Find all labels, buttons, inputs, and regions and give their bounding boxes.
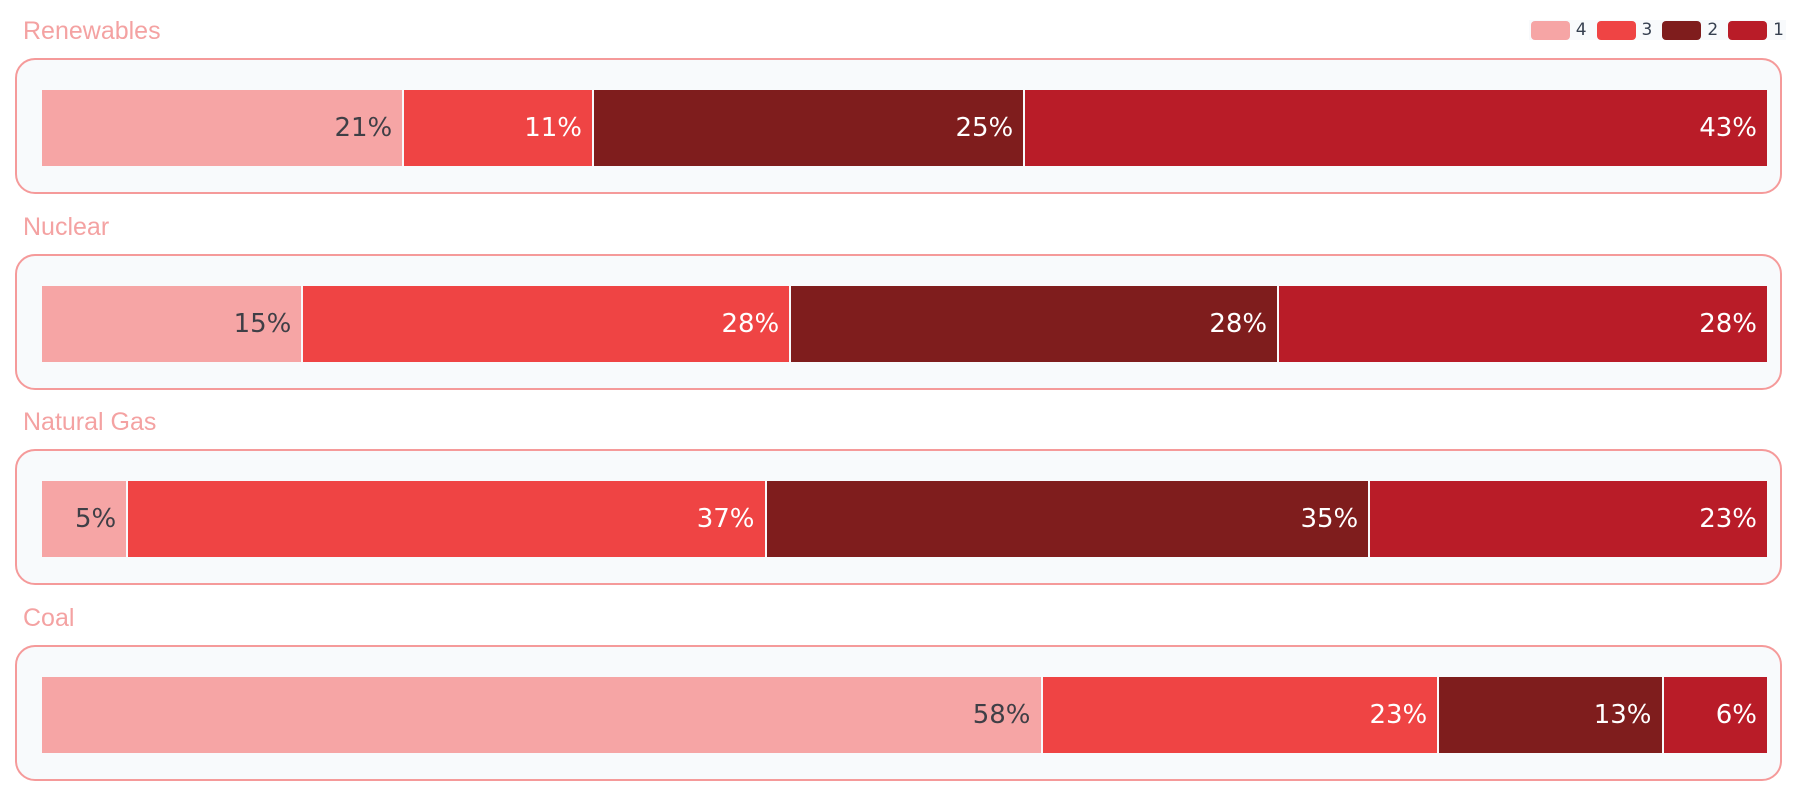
bar-segment[interactable]: 28% — [1279, 286, 1767, 362]
data-label: 35% — [1300, 504, 1359, 534]
data-label: 43% — [1699, 113, 1757, 143]
bar-segment[interactable]: 5% — [42, 481, 129, 557]
stacked-bar: 21% 11% 25% 43% — [42, 90, 1767, 166]
data-label: 11% — [524, 113, 582, 143]
bar-panel: 15% 28% 28% 28% — [15, 254, 1782, 390]
data-label: 5% — [75, 504, 117, 534]
legend-label: 1 — [1773, 20, 1784, 40]
bar-segment[interactable]: 37% — [128, 481, 767, 557]
bar-segment[interactable]: 15% — [42, 286, 304, 362]
bar-segment[interactable]: 23% — [1370, 481, 1767, 557]
data-label: 28% — [1699, 309, 1757, 339]
legend-swatch — [1728, 20, 1768, 40]
data-label: 25% — [955, 113, 1014, 143]
bar-panel: 58% 23% 13% 6% — [15, 645, 1782, 781]
bar-segment[interactable]: 11% — [404, 90, 594, 166]
data-label: 15% — [233, 309, 292, 339]
bar-segment[interactable]: 25% — [594, 90, 1026, 166]
data-label: 23% — [1699, 504, 1757, 534]
bar-segment[interactable]: 23% — [1042, 677, 1440, 753]
stacked-bar: 15% 28% 28% 28% — [42, 286, 1767, 362]
legend-swatch — [1530, 20, 1570, 40]
stacked-bar: 5% 37% 35% 23% — [42, 481, 1767, 557]
bar-segment[interactable]: 28% — [303, 286, 792, 362]
category-label: Coal — [23, 604, 75, 632]
data-label: 21% — [334, 113, 393, 143]
category-label: Nuclear — [23, 213, 110, 241]
data-label: 37% — [696, 504, 755, 534]
data-label: 6% — [1715, 700, 1757, 730]
legend: 4 3 2 1 — [1528, 20, 1786, 40]
legend-swatch — [1596, 20, 1636, 40]
data-label: 23% — [1369, 700, 1428, 730]
bar-segment[interactable]: 35% — [766, 481, 1371, 557]
data-label: 28% — [721, 309, 780, 339]
legend-swatch — [1662, 20, 1702, 40]
legend-label: 4 — [1575, 20, 1587, 40]
bar-segment[interactable]: 21% — [42, 90, 405, 166]
legend-item[interactable]: 3 — [1596, 20, 1653, 40]
bar-segment[interactable]: 13% — [1439, 677, 1664, 753]
data-label: 13% — [1593, 700, 1652, 730]
bar-segment[interactable]: 43% — [1025, 90, 1767, 166]
legend-item[interactable]: 1 — [1728, 20, 1784, 40]
bar-segment[interactable]: 28% — [791, 286, 1280, 362]
bar-panel: 21% 11% 25% 43% — [15, 58, 1782, 194]
bar-segment[interactable]: 6% — [1663, 677, 1767, 753]
data-label: 58% — [972, 700, 1031, 730]
stacked-bar: 58% 23% 13% 6% — [42, 677, 1767, 753]
legend-item[interactable]: 2 — [1662, 20, 1718, 40]
legend-item[interactable]: 4 — [1530, 20, 1587, 40]
bar-panel: 5% 37% 35% 23% — [15, 449, 1782, 585]
category-label: Natural Gas — [23, 408, 157, 436]
legend-label: 2 — [1707, 20, 1719, 40]
category-label: Renewables — [23, 17, 161, 45]
data-label: 28% — [1209, 309, 1268, 339]
bar-segment[interactable]: 58% — [42, 677, 1043, 753]
legend-label: 3 — [1641, 20, 1653, 40]
